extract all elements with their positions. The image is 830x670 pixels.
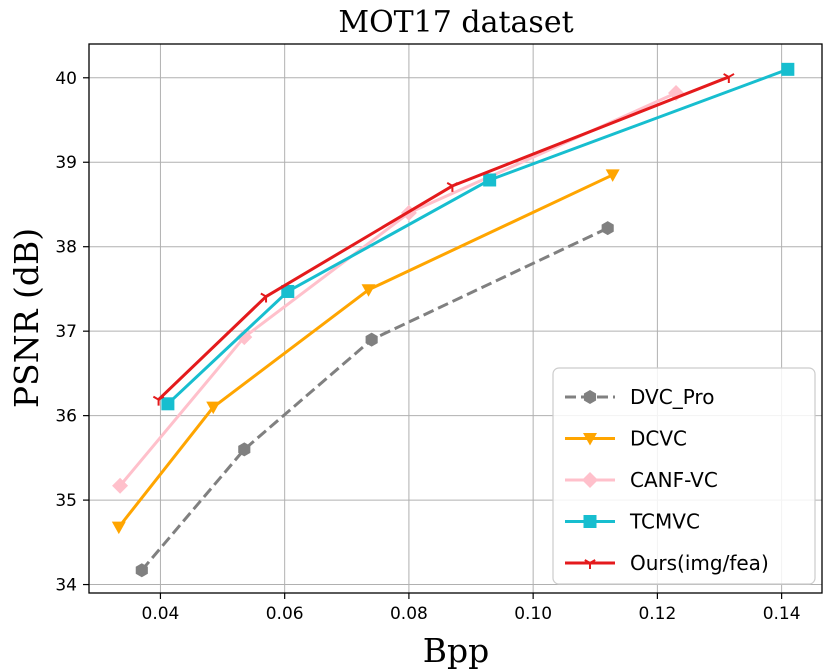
data-point-dcvc [361,284,376,297]
y-tick-label: 34 [55,576,77,596]
plot-frame [88,43,823,594]
legend-item-dcvc: DCVC [565,427,687,451]
legend: DVC_Pro DCVC CANF-VC TCMVC Ours(img/fea) [552,367,816,585]
series-line-dvc-pro [140,226,609,572]
y-tick-label: 35 [55,491,77,511]
grid [89,44,822,593]
data-point-canf-vc [236,329,253,346]
data-point-ours-img-fea [260,292,272,303]
legend-item-dvc-pro: DVC_Pro [565,385,714,409]
x-tick-label: 0.08 [390,604,428,624]
data-point-dvc-pro [601,221,614,236]
y-axis-label: PSNR (dB) [7,228,46,408]
data-point-dcvc [111,521,126,535]
legend-item-canf-vc: CANF-VC [565,468,718,492]
data-point-dcvc [605,169,620,182]
series-line-canf-vc [118,91,677,487]
legend-item-tcmvc: TCMVC [565,510,700,534]
legend-swatch-marker [583,390,597,404]
data-point-dvc-pro [135,563,148,578]
x-tick-label: 0.04 [142,604,180,624]
series-tcmvc [161,62,795,411]
data-point-dcvc [206,401,221,415]
x-tick-label: 0.06 [266,604,304,624]
data-point-dvc-pro [238,442,251,457]
y-tick-label: 36 [55,407,77,427]
y-tick-label: 38 [55,238,77,258]
series-line-dcvc [117,173,614,529]
data-point-tcmvc [781,62,795,76]
x-tick-label: 0.10 [514,604,552,624]
y-axis-ticks: 34 35 36 37 38 39 40 [55,69,89,596]
legend-label: DVC_Pro [630,385,714,409]
series-layer [111,62,795,578]
legend-items: DVC_Pro DCVC CANF-VC TCMVC Ours(img/fea) [565,385,769,575]
legend-box [552,367,816,585]
data-point-ours-img-fea [152,395,165,406]
x-axis-ticks: 0.04 0.06 0.08 0.10 0.12 0.14 [142,593,801,624]
data-point-dvc-pro [365,332,378,347]
legend-label: CANF-VC [630,468,718,492]
y-tick-label: 37 [55,322,77,342]
legend-label: Ours(img/fea) [630,551,769,575]
legend-label: DCVC [630,427,687,451]
series-line-tcmvc [166,67,789,405]
legend-label: TCMVC [629,510,700,534]
data-point-tcmvc [161,397,175,411]
x-tick-label: 0.14 [763,604,801,624]
x-tick-label: 0.12 [638,604,676,624]
series-dcvc [111,169,620,535]
x-axis-label: Bpp [423,631,490,670]
data-point-tcmvc [483,173,497,187]
y-tick-label: 40 [55,69,77,89]
series-line-ours-img-fea [157,75,730,401]
series-ours-img-fea [152,73,735,406]
chart-title: MOT17 dataset [338,5,573,40]
legend-swatch-marker [583,515,597,528]
data-point-tcmvc [281,284,295,298]
legend-swatch-marker [584,559,596,569]
y-tick-label: 39 [55,153,77,173]
data-point-canf-vc [112,477,129,494]
legend-item-ours-img-fea: Ours(img/fea) [565,551,769,575]
legend-swatch-marker [583,433,597,446]
series-dvc-pro [135,221,614,578]
data-point-ours-img-fea [446,182,459,192]
legend-swatch-marker [582,472,598,488]
data-point-ours-img-fea [723,73,735,83]
